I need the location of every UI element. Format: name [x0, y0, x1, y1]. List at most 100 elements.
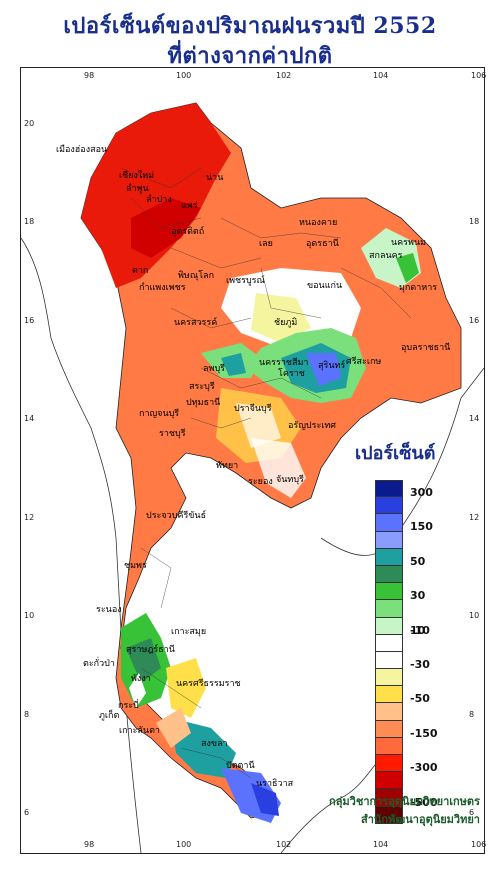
place-label: หนองคาย: [299, 218, 338, 228]
legend-label: -10: [410, 623, 430, 637]
place-label: สุราษฎร์ธานี: [126, 645, 175, 655]
legend-swatch: [375, 669, 403, 687]
x-tick-top-98: 98: [84, 71, 95, 80]
legend-swatch: [375, 720, 403, 738]
y-tick-right-18: 18: [469, 217, 480, 226]
y-tick-left-18: 18: [24, 217, 35, 226]
y-tick-left-8: 8: [24, 710, 30, 719]
x-tick-bottom-104: 104: [373, 840, 389, 849]
place-label: เชียงใหม่: [119, 171, 155, 181]
place-label: นราธิวาส: [256, 779, 294, 789]
place-label: ตาก: [132, 266, 149, 276]
place-label: ประจวบคีรีขันธ์: [146, 511, 207, 521]
y-tick-left-20: 20: [24, 119, 35, 128]
place-label: เกาะสมุย: [171, 627, 207, 637]
legend-swatch: [375, 565, 403, 584]
place-label: ราชบุรี: [159, 429, 186, 439]
place-label: เกาะลันตา: [119, 726, 160, 736]
y-tick-left-6: 6: [24, 808, 30, 817]
place-label: พัทยา: [216, 461, 239, 471]
place-label: อุตรดิตถ์: [171, 227, 205, 237]
place-label: พังงา: [131, 674, 151, 684]
place-label: เลย: [259, 239, 273, 249]
y-tick-right-6: 6: [469, 808, 475, 817]
legend-label: -150: [410, 726, 438, 740]
place-label: ปราจีนบุรี: [234, 404, 272, 414]
legend-swatch: [375, 583, 403, 601]
place-label: กำแพงเพชร: [139, 283, 186, 293]
map-frame: 98 100 102 104 106 98 100 102 104 106 20…: [20, 67, 487, 854]
x-tick-bottom-106: 106: [471, 840, 487, 849]
place-label: จันทบุรี: [276, 475, 304, 485]
legend-label: -30: [410, 658, 430, 671]
legend-label: 150: [410, 520, 433, 534]
legend-colorbar: [375, 480, 403, 824]
place-label: นครพนม: [391, 238, 427, 248]
legend-label: -50: [410, 692, 430, 706]
legend-label: -300: [410, 761, 438, 775]
x-tick-bottom-100: 100: [176, 840, 192, 849]
legend-swatch: [375, 617, 403, 635]
place-label: อุบลราชธานี: [401, 343, 451, 353]
legend-label: -500: [410, 795, 438, 809]
legend-label: 10: [410, 623, 426, 637]
legend-swatch: [375, 703, 403, 721]
legend-swatch: [375, 806, 403, 824]
legend-swatch: [375, 480, 403, 498]
place-label: นครราชสีมา: [259, 358, 309, 368]
place-label: สกลนคร: [369, 251, 403, 261]
place-label: นครสวรรค์: [174, 318, 218, 328]
y-tick-left-14: 14: [24, 414, 35, 423]
place-label: สุรินทร์: [318, 361, 346, 371]
place-label: ปัตตานี: [226, 761, 255, 771]
legend-swatch: [375, 651, 403, 670]
place-label: ลำพูน: [126, 184, 149, 194]
x-tick-top-102: 102: [276, 71, 292, 80]
place-label: กระบี่: [118, 701, 139, 711]
place-label: ภูเก็ต: [99, 711, 120, 721]
legend-swatch: [375, 548, 403, 566]
legend-swatch: [375, 600, 403, 618]
x-tick-top-106: 106: [471, 71, 487, 80]
place-label: ศรีสะเกษ: [346, 357, 382, 367]
map-title-line2: ที่ต่างจากค่าปกติ: [167, 43, 333, 69]
legend-label: 30: [410, 589, 426, 603]
place-label: เมืองฮ่องสอน: [56, 145, 108, 155]
x-tick-top-100: 100: [176, 71, 192, 80]
y-tick-right-16: 16: [469, 316, 480, 325]
x-tick-bottom-102: 102: [276, 840, 292, 849]
place-label: ชุมพร: [124, 561, 147, 571]
place-label: ชัยภูมิ: [274, 318, 298, 328]
place-label: อรัญประเทศ: [288, 421, 337, 431]
y-tick-right-10: 10: [469, 611, 480, 620]
y-tick-right-8: 8: [469, 710, 475, 719]
place-label: ระยอง: [248, 477, 273, 487]
legend-swatch: [375, 514, 403, 532]
legend-title: เปอร์เซ็นต์: [355, 443, 436, 464]
credit-line1: กลุ่มวิชาการอุตุนิยมวิทยาเกษตร: [329, 795, 480, 808]
place-label: ลพบุรี: [203, 364, 225, 374]
place-label: สระบุรี: [189, 382, 215, 392]
map-title-line1: เปอร์เซ็นต์ของปริมาณฝนรวมปี 2552: [63, 13, 437, 39]
legend-swatch: [375, 531, 403, 549]
place-label: ระนอง: [96, 605, 122, 615]
place-label: น่าน: [206, 173, 224, 183]
y-tick-left-16: 16: [24, 316, 35, 325]
place-label: ตะกั่วป่า: [83, 659, 115, 669]
place-label: เพชรบูรณ์: [226, 276, 265, 286]
place-label: ขอนแก่น: [307, 281, 343, 291]
place-label: กาญจนบุรี: [139, 409, 180, 419]
place-label: โคราช: [278, 369, 305, 379]
place-label: อุดรธานี: [306, 239, 339, 249]
legend-swatch: [375, 772, 403, 790]
place-label: สงขลา: [201, 739, 228, 749]
place-label: แพร่: [181, 201, 198, 211]
y-tick-right-12: 12: [469, 513, 480, 522]
y-tick-left-10: 10: [24, 611, 35, 620]
place-label: มุกดาหาร: [399, 283, 438, 293]
x-tick-top-104: 104: [373, 71, 389, 80]
place-label: ลำปาง: [146, 195, 172, 205]
place-label: พิษณุโลก: [178, 271, 215, 281]
x-tick-bottom-98: 98: [84, 840, 95, 849]
thailand-map: [21, 102, 484, 853]
